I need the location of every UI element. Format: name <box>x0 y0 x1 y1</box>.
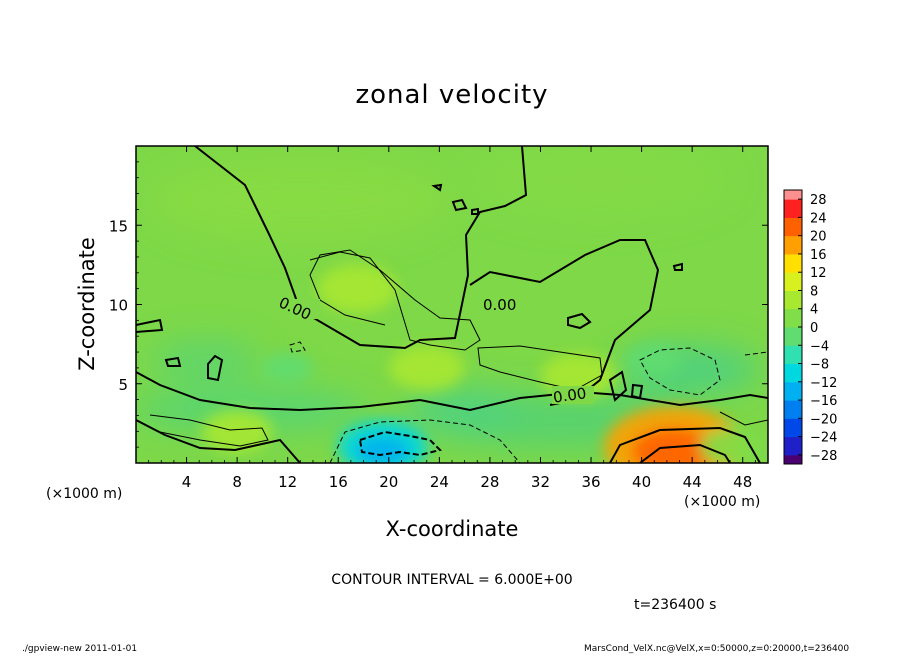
colorbar-tick-label: −24 <box>810 431 837 446</box>
contour-lines <box>136 146 768 463</box>
x-unit-note-right: (×1000 m) <box>684 494 760 510</box>
footer-right: MarsCond_VelX.nc@VelX,x=0:50000,z=0:2000… <box>584 644 849 654</box>
x-tick-label: 28 <box>480 473 499 491</box>
colorbar-tick-label: 24 <box>810 211 827 226</box>
x-tick-label: 4 <box>182 473 192 491</box>
colorbar-tick-label: 0 <box>810 321 818 336</box>
colorbar-swatch <box>784 454 802 465</box>
colorbar-swatch <box>784 336 802 346</box>
colorbar-swatch <box>784 290 802 301</box>
colorbar-swatch <box>784 235 802 246</box>
colorbar-swatch <box>784 226 802 237</box>
colorbar-swatch <box>784 281 802 291</box>
colorbar-swatch <box>784 381 802 392</box>
colorbar-tick-label: 12 <box>810 266 827 281</box>
footer-left: ./gpview-new 2011-01-01 <box>22 644 137 654</box>
colorbar-swatch <box>784 308 802 319</box>
colorbar-tick-label: 16 <box>810 248 827 263</box>
colorbar-swatch <box>784 436 802 447</box>
field-feature-2 <box>317 264 398 313</box>
colorbar-swatch <box>784 208 802 218</box>
contour-label-2: 0.00 <box>483 296 516 314</box>
field-feature-8 <box>261 352 314 384</box>
x-tick-label: 24 <box>430 473 449 491</box>
plot-area <box>136 146 768 463</box>
colorbar-tick-label: 8 <box>810 284 818 299</box>
colorbar-swatch <box>784 244 802 255</box>
colorbar-tick-label: −16 <box>810 394 837 409</box>
x-tick-label: 44 <box>683 473 702 491</box>
colorbar-swatch <box>784 217 802 228</box>
colorbar-swatch <box>784 427 802 438</box>
field-feature-5 <box>201 410 273 453</box>
x-tick-label: 40 <box>632 473 651 491</box>
x-unit-note-left: (×1000 m) <box>46 486 122 502</box>
colorbar-swatch <box>784 418 802 428</box>
field-feature-core-1 <box>355 436 410 463</box>
colorbar-swatch <box>784 409 802 419</box>
colorbar-tick-label: −20 <box>810 412 837 427</box>
contour-label-3: 0.00 <box>552 384 588 406</box>
colorbar: 28 24 20 16 12 8 4 0 −4 −8 −12 −16 −20 −24 −28 <box>783 189 837 465</box>
x-tick-label: 16 <box>329 473 348 491</box>
y-tick-label: 15 <box>109 217 128 235</box>
colorbar-swatch <box>784 317 802 328</box>
colorbar-tick-label: −12 <box>810 376 837 391</box>
contour-interval-text: CONTOUR INTERVAL = 6.000E+00 <box>331 572 572 588</box>
x-axis-label: X-coordinate <box>386 517 519 541</box>
colorbar-swatch <box>784 390 802 401</box>
colorbar-swatch <box>784 445 802 456</box>
colorbar-swatch <box>784 400 802 410</box>
colorbar-swatch <box>784 327 802 337</box>
colorbar-tick-label: −4 <box>810 339 829 354</box>
colorbar-swatch <box>784 199 802 209</box>
colorbar-swatch <box>784 253 802 264</box>
x-tick-label: 12 <box>278 473 297 491</box>
colorbar-swatch <box>784 272 802 282</box>
colorbar-swatch <box>784 299 802 310</box>
colorbar-swatch <box>784 354 802 365</box>
x-tick-label: 32 <box>531 473 550 491</box>
colorbar-swatch <box>784 372 802 383</box>
chart-title: zonal velocity <box>355 80 548 110</box>
x-tick-label: 48 <box>733 473 752 491</box>
colorbar-swatch <box>784 363 802 374</box>
colorbar-tick-label: −8 <box>810 358 829 373</box>
y-tick-label: 5 <box>118 376 128 394</box>
field-feature-7 <box>626 343 683 377</box>
colorbar-tick-label: 20 <box>810 230 827 245</box>
field-feature-3 <box>388 345 465 391</box>
x-tick-label: 36 <box>581 473 600 491</box>
y-tick-label: 10 <box>109 297 128 315</box>
colorbar-swatch <box>784 190 802 200</box>
y-axis-label: Z-coordinate <box>75 237 99 371</box>
x-tick-label: 20 <box>379 473 398 491</box>
colorbar-tick-label: −28 <box>810 449 837 464</box>
colorbar-tick-label: 4 <box>810 303 818 318</box>
colorbar-tick-label: 28 <box>810 193 827 208</box>
colorbar-swatch <box>784 263 802 273</box>
colorbar-swatch <box>784 345 802 355</box>
x-tick-label: 8 <box>232 473 242 491</box>
time-text: t=236400 s <box>634 597 716 613</box>
